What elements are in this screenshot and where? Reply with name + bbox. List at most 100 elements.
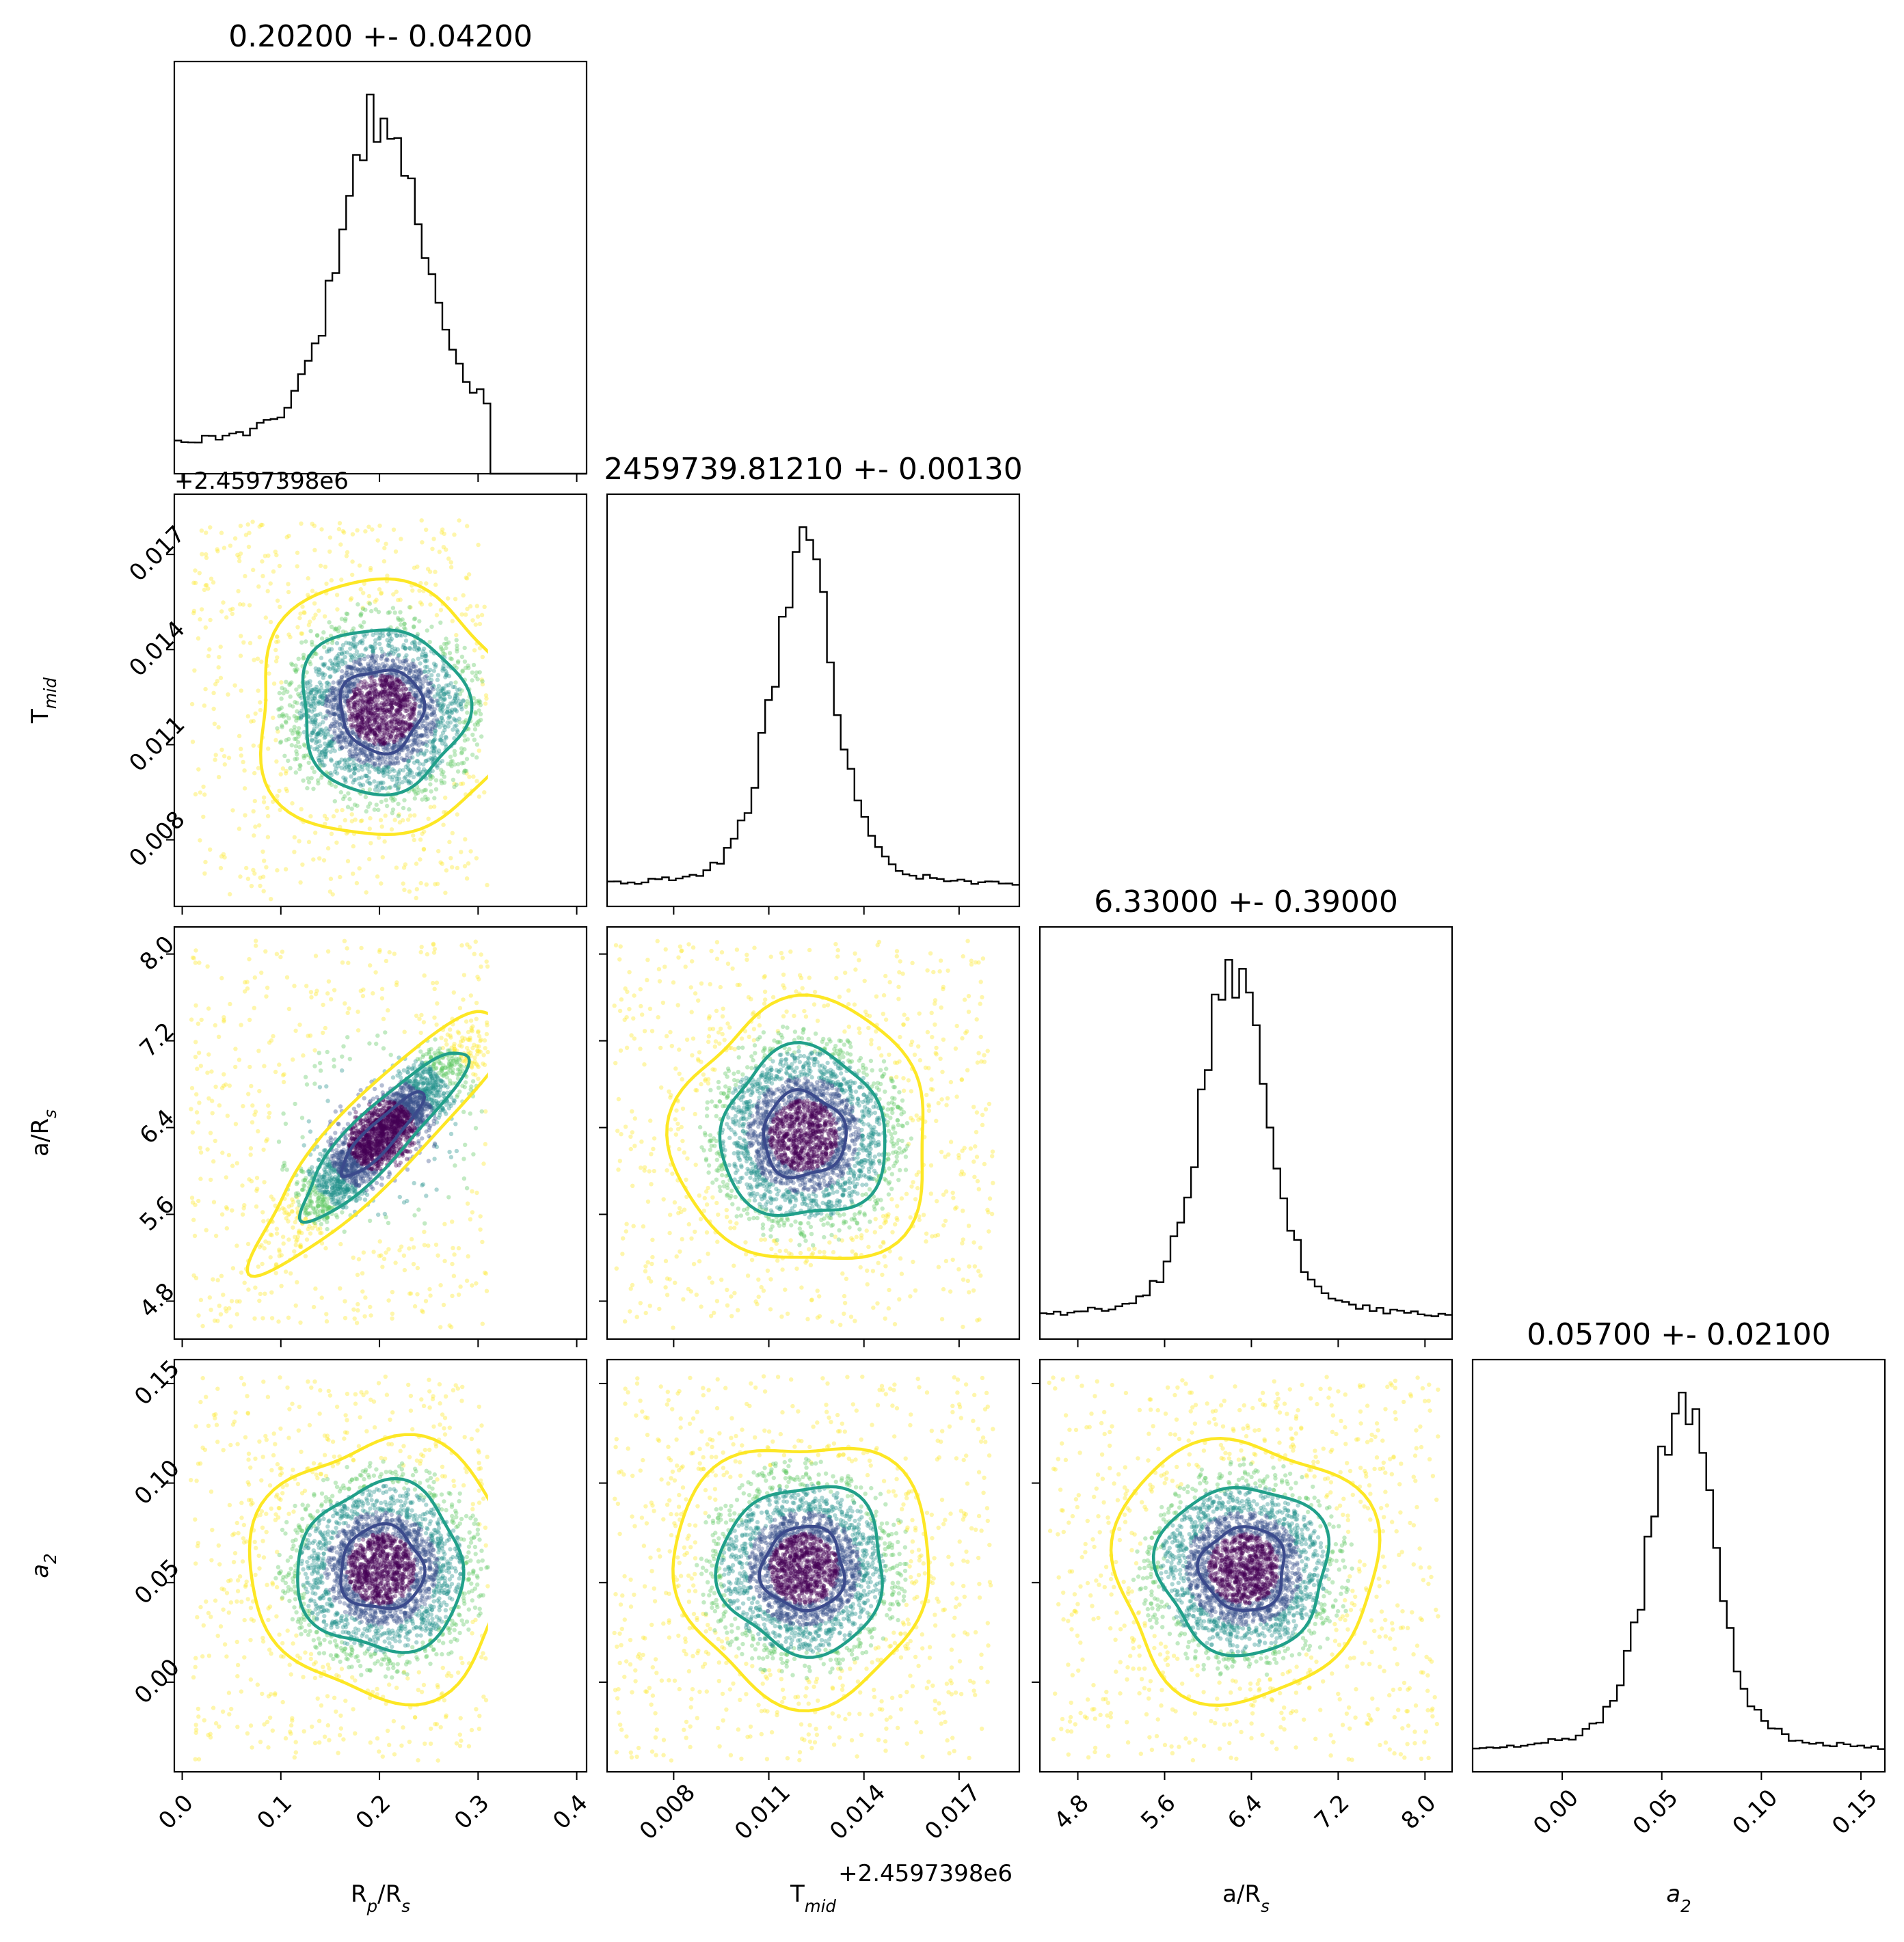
scatter-point (429, 773, 434, 779)
scatter-point (421, 767, 427, 772)
scatter-point (414, 887, 419, 892)
scatter-point (448, 759, 454, 764)
scatter-point (216, 774, 222, 780)
scatter-point (239, 1270, 244, 1275)
scatter-point (306, 776, 310, 781)
scatter-point (388, 785, 393, 790)
scatter-point (456, 703, 461, 708)
scatter-point (422, 1229, 427, 1235)
scatter-point (364, 809, 368, 814)
scatter-point (293, 1219, 297, 1225)
scatter-point (193, 792, 198, 797)
scatter-point (316, 781, 321, 786)
scatter-point (196, 1021, 201, 1026)
scatter-point (410, 640, 415, 646)
scatter-point (325, 1200, 330, 1205)
scatter-point (355, 528, 360, 532)
scatter-point (391, 592, 396, 597)
scatter-point (358, 783, 364, 788)
scatter-point (311, 1304, 317, 1310)
scatter-point (271, 715, 276, 720)
scatter-point (450, 831, 455, 836)
scatter-point (459, 654, 465, 659)
scatter-point (276, 639, 281, 644)
scatter-point (347, 796, 352, 802)
scatter-point (355, 1272, 360, 1278)
scatter-point (424, 749, 429, 753)
scatter-point (228, 607, 233, 612)
scatter-point (312, 1064, 317, 1068)
scatter-point (224, 1206, 230, 1211)
scatter-point (301, 610, 306, 615)
scatter-point (444, 669, 448, 674)
scatter-point (415, 1265, 420, 1271)
scatter-point (402, 621, 407, 627)
scatter-point (327, 649, 332, 653)
scatter-point (351, 844, 356, 849)
scatter-point (301, 655, 306, 660)
scatter-point (433, 787, 439, 792)
scatter-point (468, 604, 473, 609)
scatter-point (309, 688, 314, 692)
scatter-point (451, 684, 455, 690)
scatter-point (345, 859, 351, 864)
scatter-point (452, 684, 457, 690)
scatter-point (465, 699, 470, 704)
scatter-point (460, 669, 465, 673)
scatter-point (347, 640, 351, 646)
scatter-point (252, 770, 257, 776)
scatter-point (417, 699, 422, 703)
scatter-point (202, 871, 207, 876)
scatter-point (483, 701, 488, 706)
scatter-point (481, 1053, 486, 1057)
scatter-point (376, 807, 381, 813)
scatter-point (260, 574, 265, 578)
scatter-point (216, 725, 221, 730)
scatter-point (439, 781, 444, 785)
scatter-point (350, 532, 356, 537)
scatter-point (294, 736, 299, 742)
scatter-point (394, 783, 399, 787)
scatter-point (379, 1183, 384, 1187)
scatter-point (284, 679, 289, 684)
scatter-point (340, 796, 346, 802)
scatter-point (346, 960, 351, 965)
scatter-point (203, 625, 208, 630)
scatter-point (394, 633, 399, 638)
scatter-point (442, 666, 447, 671)
scatter-point (302, 743, 307, 748)
scatter-point (340, 960, 345, 965)
scatter-point (358, 612, 363, 617)
scatter-point (459, 746, 464, 751)
scatter-point (293, 669, 299, 674)
scatter-point (332, 1057, 336, 1062)
scatter-point (299, 701, 304, 707)
scatter-point (242, 768, 247, 773)
scatter-point (375, 874, 380, 879)
scatter-point (403, 646, 408, 651)
scatter-point (211, 1200, 217, 1204)
scatter-point (412, 1304, 418, 1309)
scatter-point (330, 892, 335, 897)
scatter-point (407, 645, 412, 651)
scatter-point (452, 1252, 457, 1257)
scatter-point (358, 613, 363, 618)
scatter-point (319, 750, 325, 755)
scatter-point (479, 677, 484, 682)
scatter-point (337, 625, 342, 630)
scatter-point (477, 977, 481, 982)
scatter-point (379, 656, 384, 661)
scatter-point (431, 950, 437, 955)
scatter-point (396, 786, 401, 791)
scatter-point (310, 1165, 314, 1170)
scatter-point (386, 632, 391, 637)
scatter-point (457, 716, 461, 721)
scatter-point (452, 532, 457, 537)
scatter-point (392, 818, 397, 822)
scatter-point (201, 784, 206, 790)
scatter-point (330, 640, 335, 645)
scatter-point (284, 720, 289, 725)
scatter-point (363, 529, 368, 534)
scatter-point (425, 952, 430, 957)
scatter-point (431, 1122, 436, 1127)
